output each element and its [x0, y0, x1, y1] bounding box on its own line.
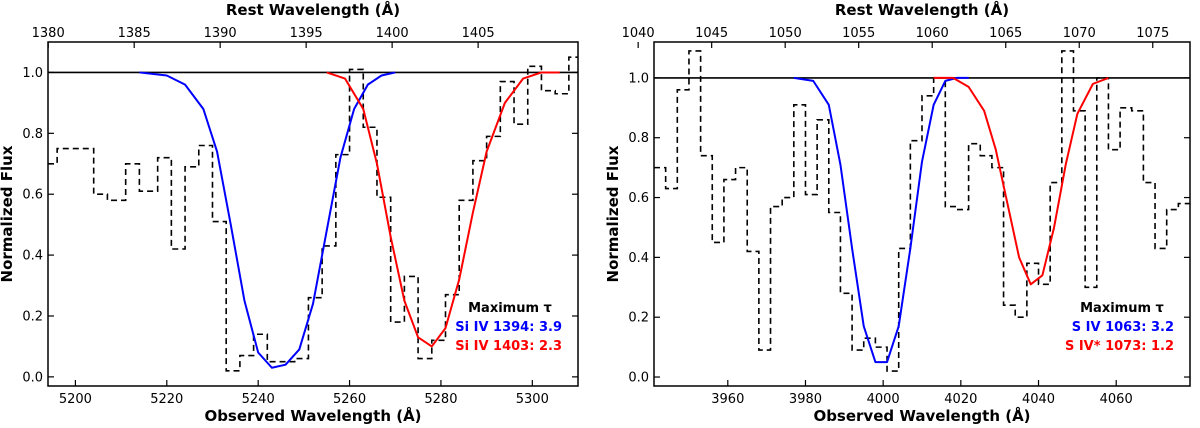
y-tick-label: 0.8 — [22, 127, 43, 142]
top-x-axis-title: Rest Wavelength (Å) — [835, 0, 1009, 19]
top-x-tick-label: 1070 — [1063, 26, 1096, 41]
chart-panel-2: 3960 3980 4000 4020 4040 4060 0.0 0.2 0.4 0.6 0.8 1… — [604, 0, 1191, 425]
axes-frame — [653, 41, 1191, 387]
y-axis-title: Normalized Flux — [604, 145, 622, 282]
top-x-tick-label: 1390 — [204, 26, 237, 41]
y-tick-label: 0.0 — [628, 371, 649, 386]
x-tick-label: 4060 — [1100, 392, 1133, 407]
top-x-tick-label: 1385 — [118, 26, 151, 41]
y-tick-label: 0.0 — [22, 370, 43, 385]
spectrum-step-line — [48, 56, 578, 372]
x-tick-label: 5200 — [59, 392, 92, 407]
series-line-red — [326, 71, 560, 348]
top-x-tick-label: 1400 — [376, 26, 409, 41]
x-tick-label: 4040 — [1022, 392, 1055, 407]
top-x-tick-label: 1405 — [462, 26, 495, 41]
x-tick-label: 4020 — [944, 392, 977, 407]
y-tick-label: 1.0 — [628, 71, 649, 86]
series-line-blue — [793, 76, 969, 364]
legend-title: Maximum τ — [468, 301, 552, 316]
x-axis-title: Observed Wavelength (Å) — [204, 406, 421, 425]
y-tick-label: 0.8 — [628, 131, 649, 146]
legend-entry: Si IV 1403: 2.3 — [455, 339, 562, 354]
y-tick-label: 1.0 — [22, 66, 43, 81]
top-x-tick-label: 1075 — [1136, 26, 1169, 41]
y-tick-label: 0.2 — [22, 309, 43, 324]
x-tick-label: 5240 — [242, 392, 275, 407]
top-x-tick-label: 1380 — [32, 26, 65, 41]
y-tick-label: 0.2 — [628, 311, 649, 326]
x-tick-label: 5260 — [333, 392, 366, 407]
x-tick-label: 5280 — [424, 392, 457, 407]
axes-frame — [47, 41, 579, 387]
legend-entry: S IV 1063: 3.2 — [1072, 320, 1174, 335]
series-line-red — [933, 76, 1109, 286]
x-tick-label: 3960 — [711, 392, 744, 407]
top-x-tick-label: 1040 — [622, 26, 655, 41]
chart-panel-1: 5200 5220 5240 5260 5280 5300 0.0 0.2 0.4 0.6 0.8 1… — [0, 0, 579, 425]
top-x-tick-label: 1395 — [290, 26, 323, 41]
series-line-blue — [139, 71, 396, 369]
spectrum-step-line — [654, 50, 1190, 372]
x-axis-title: Observed Wavelength (Å) — [813, 406, 1030, 425]
top-x-tick-label: 1065 — [989, 26, 1022, 41]
top-x-tick-label: 1060 — [916, 26, 949, 41]
top-x-tick-label: 1055 — [842, 26, 875, 41]
legend-title: Maximum τ — [1080, 301, 1164, 316]
top-x-tick-label: 1045 — [695, 26, 728, 41]
legend-entry: Si IV 1394: 3.9 — [455, 320, 562, 335]
y-tick-label: 0.4 — [22, 249, 43, 264]
y-tick-label: 0.6 — [628, 191, 649, 206]
y-tick-label: 0.4 — [628, 251, 649, 266]
x-tick-label: 3980 — [789, 392, 822, 407]
top-x-tick-label: 1050 — [769, 26, 802, 41]
y-tick-label: 0.6 — [22, 188, 43, 203]
x-tick-label: 5300 — [516, 392, 549, 407]
x-tick-label: 4000 — [867, 392, 900, 407]
top-x-axis-title: Rest Wavelength (Å) — [226, 0, 400, 19]
x-tick-label: 5220 — [150, 392, 183, 407]
legend-entry: S IV* 1073: 1.2 — [1065, 339, 1174, 354]
y-axis-title: Normalized Flux — [0, 145, 16, 282]
